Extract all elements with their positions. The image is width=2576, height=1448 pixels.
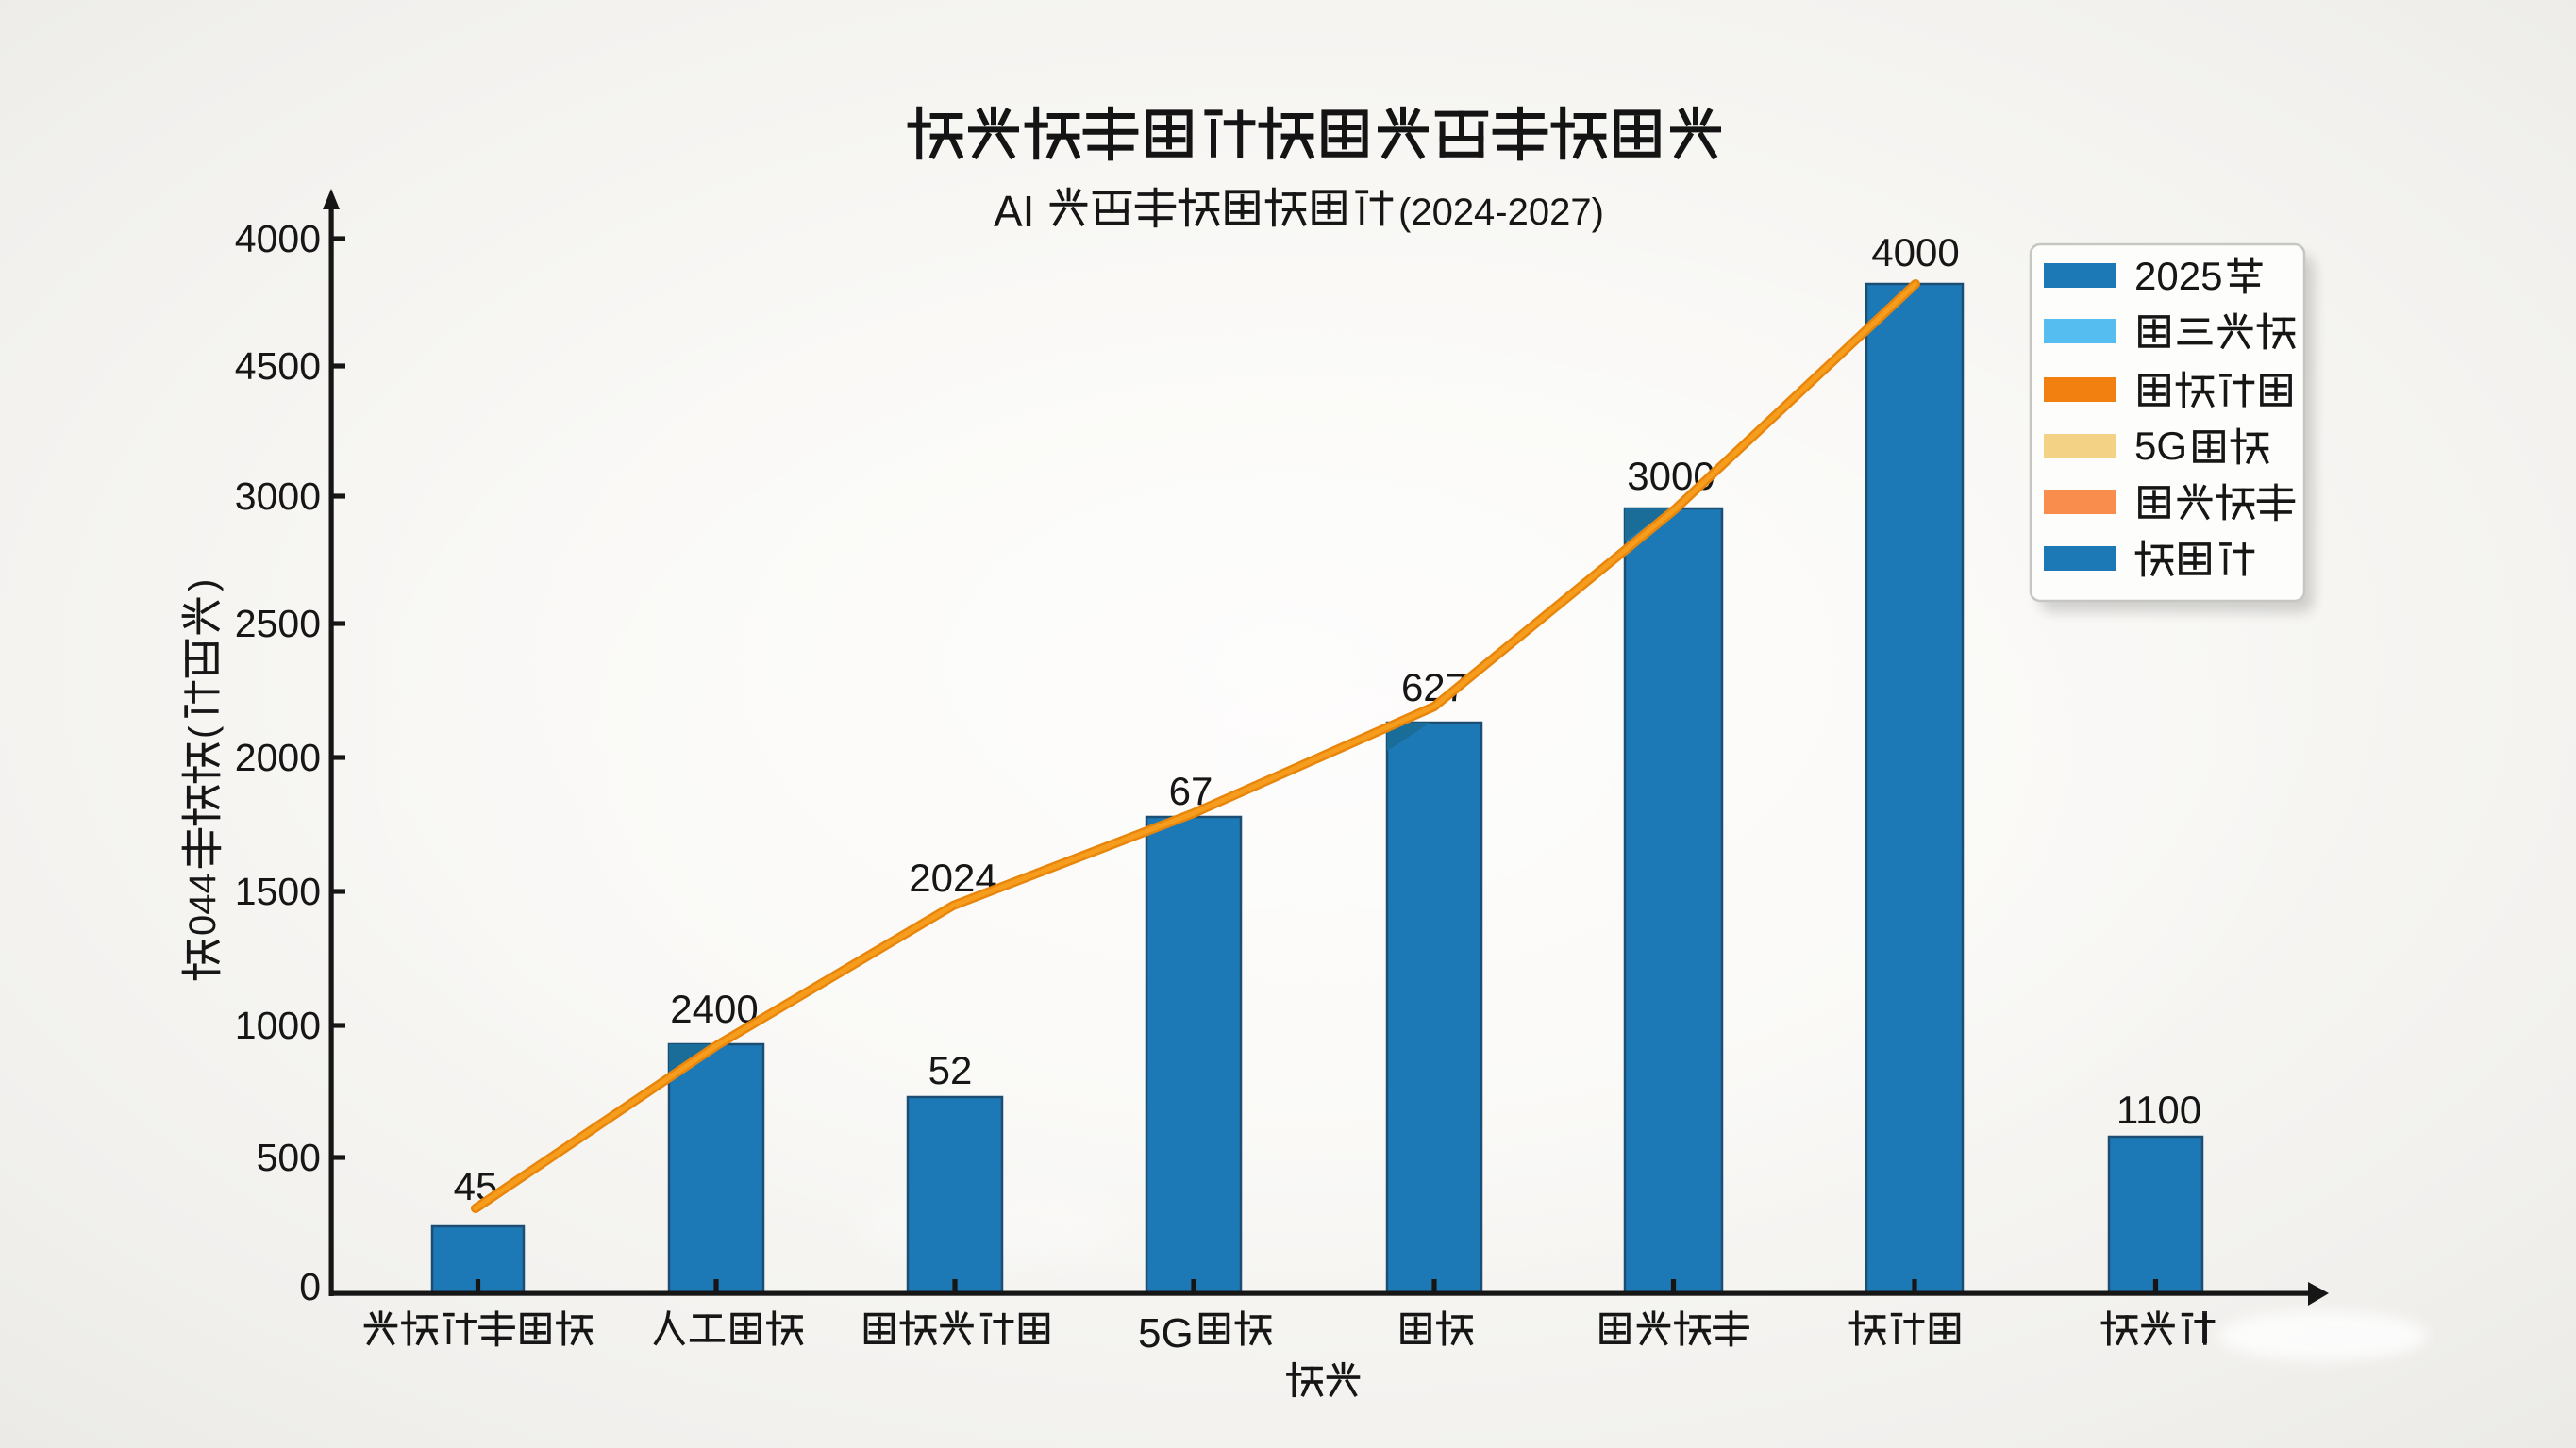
svg-text:4000: 4000 (235, 217, 321, 260)
svg-text:2000: 2000 (235, 736, 321, 779)
svg-text:2400: 2400 (670, 987, 758, 1031)
svg-text:52: 52 (928, 1048, 973, 1092)
svg-text:2025: 2025 (2134, 254, 2222, 298)
svg-text:): ) (182, 579, 224, 591)
svg-text:5G: 5G (1138, 1310, 1194, 1356)
svg-text:3000: 3000 (235, 474, 321, 518)
svg-text:(2024-2027): (2024-2027) (1398, 191, 1604, 233)
svg-text:0: 0 (299, 1265, 321, 1308)
svg-text:AI: AI (994, 187, 1034, 236)
svg-text:(: ( (182, 725, 224, 739)
svg-text:1100: 1100 (2116, 1088, 2201, 1132)
svg-text:044: 044 (182, 873, 224, 936)
svg-text:1500: 1500 (235, 870, 321, 913)
svg-text:3000: 3000 (1627, 454, 1715, 498)
svg-text:5G: 5G (2134, 424, 2187, 468)
svg-text:1000: 1000 (235, 1004, 321, 1047)
svg-text:4500: 4500 (235, 344, 321, 388)
svg-text:2500: 2500 (235, 602, 321, 645)
svg-text:500: 500 (257, 1136, 321, 1179)
svg-text:4000: 4000 (1871, 230, 1959, 275)
